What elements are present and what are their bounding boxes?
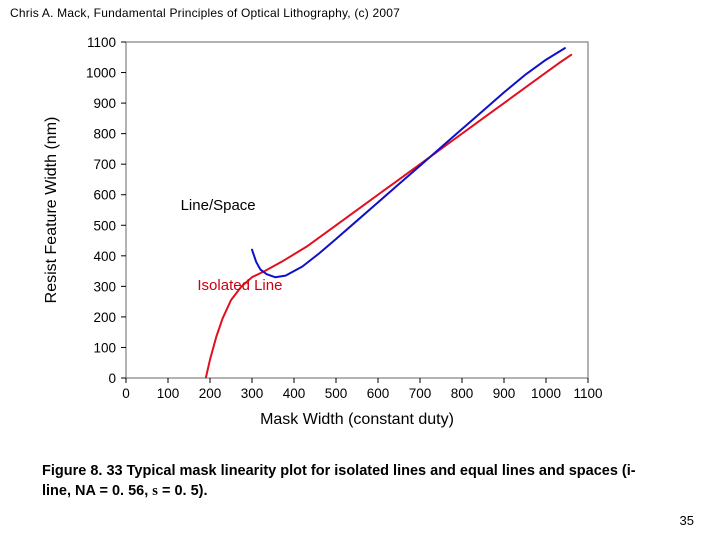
figure-caption: Figure 8. 33 Typical mask linearity plot… [42,462,660,501]
page-number: 35 [680,513,694,528]
svg-text:100: 100 [93,340,116,355]
svg-text:Line/Space: Line/Space [181,197,256,214]
svg-text:Mask Width (constant duty): Mask Width (constant duty) [260,411,454,428]
svg-text:1100: 1100 [87,35,116,50]
svg-text:600: 600 [93,188,116,203]
svg-text:800: 800 [451,386,474,401]
svg-text:0: 0 [108,371,116,386]
svg-text:600: 600 [367,386,390,401]
svg-text:0: 0 [122,386,130,401]
svg-text:500: 500 [93,218,116,233]
svg-text:900: 900 [93,96,116,111]
svg-text:500: 500 [325,386,348,401]
svg-text:900: 900 [493,386,516,401]
svg-text:300: 300 [93,279,116,294]
svg-text:100: 100 [157,386,180,401]
svg-text:800: 800 [93,127,116,142]
svg-text:400: 400 [93,249,116,264]
svg-text:400: 400 [283,386,306,401]
svg-text:200: 200 [199,386,222,401]
svg-text:Isolated Line: Isolated Line [197,277,282,294]
chart-svg: 0 100 200 300 400 500 600 700 800 900 1000 1100 0 100… [28,30,618,450]
page: Chris A. Mack, Fundamental Principles of… [0,0,720,540]
svg-text:200: 200 [93,310,116,325]
caption-prefix: Figure 8. 33 Typical mask linearity plot… [42,463,636,499]
svg-text:700: 700 [409,386,432,401]
caption-suffix: = 0. 5). [158,483,208,499]
svg-text:700: 700 [93,157,116,172]
linearity-chart: 0 100 200 300 400 500 600 700 800 900 1000 1100 0 100… [28,30,618,450]
svg-text:Resist Feature Width (nm): Resist Feature Width (nm) [43,117,60,304]
svg-text:1000: 1000 [531,386,561,401]
svg-text:1100: 1100 [573,386,602,401]
header-text: Chris A. Mack, Fundamental Principles of… [10,6,400,20]
svg-text:1000: 1000 [86,66,116,81]
svg-text:300: 300 [241,386,264,401]
